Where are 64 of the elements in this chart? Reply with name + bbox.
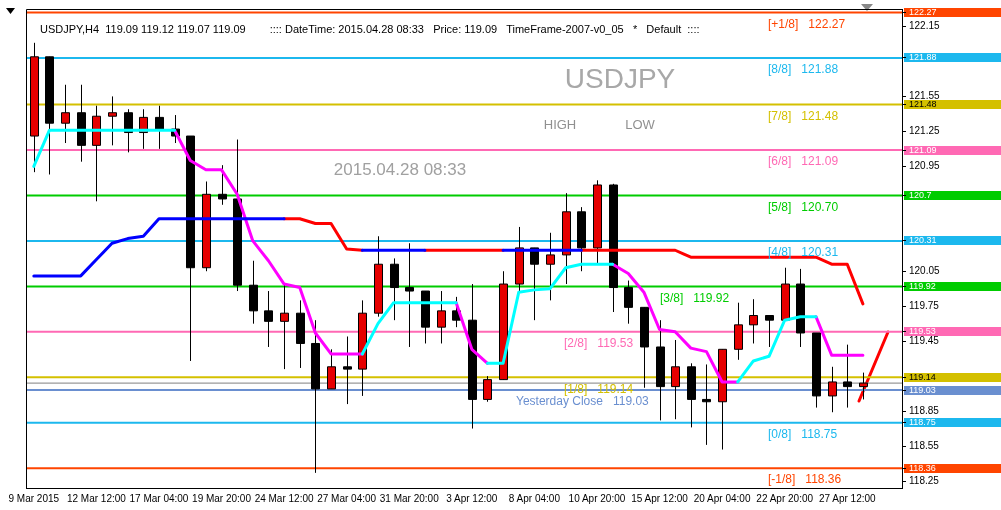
y-tick-label: 120.31 — [909, 235, 937, 246]
y-tick-label: 120.05 — [909, 264, 941, 276]
x-tick-label: 17 Mar 04:00 — [129, 492, 189, 504]
candlestick — [343, 335, 352, 405]
x-tick-label: 24 Mar 12:00 — [254, 492, 314, 504]
x-tick-label: 20 Apr 04:00 — [693, 492, 751, 504]
y-tick-label: 119.53 — [909, 326, 936, 337]
x-tick-label: 31 Mar 20:00 — [379, 492, 440, 504]
candlestick — [405, 242, 414, 348]
ref-line-label: [6/8] 121.09 — [768, 154, 839, 169]
y-tick-label: 121.25 — [909, 125, 941, 137]
annotation: USDJPY — [564, 62, 676, 94]
candlestick — [483, 375, 492, 403]
x-tick-label: 3 Apr 12:00 — [446, 492, 498, 504]
ref-line-label: [-1/8] 118.36 — [768, 472, 842, 487]
x-tick-label: 10 Apr 20:00 — [568, 492, 626, 504]
y-tick-label: 118.85 — [909, 404, 940, 416]
y-tick-label: 118.25 — [909, 474, 940, 486]
annotation: 2015.04.28 08:33 — [333, 159, 467, 179]
candlestick — [530, 247, 539, 321]
x-tick-label: 22 Apr 20:00 — [756, 492, 814, 504]
y-tick-label: 119.75 — [909, 299, 940, 311]
y-tick-label: 119.45 — [909, 334, 940, 346]
text: USDJPY,H4 119.09 119.12 119.07 119.09 — [40, 23, 246, 36]
y-tick-label: 122.27 — [909, 6, 937, 17]
x-tick-label: 19 Mar 20:00 — [192, 492, 252, 504]
y-tick-label: 121.48 — [909, 99, 937, 110]
candlestick — [765, 315, 774, 348]
candlestick — [437, 290, 446, 344]
candlestick — [546, 232, 555, 301]
ref-line-label: [3/8] 119.92 — [660, 290, 730, 305]
y-tick-label: 120.7 — [909, 189, 932, 200]
candlestick — [624, 280, 633, 325]
y-tick-label: 118.55 — [909, 439, 940, 451]
y-tick-label: 118.36 — [909, 462, 936, 473]
ref-line-label: [7/8] 121.48 — [768, 108, 839, 123]
x-tick-label: 15 Apr 12:00 — [631, 492, 689, 504]
x-tick-label: 27 Mar 04:00 — [317, 492, 377, 504]
text: :::: DateTime: 2015.04.28 08:33 Price: 119.09 TimeFrame-2007-v0_05 * Default :::: — [269, 23, 700, 36]
ref-line-label: [+1/8] 122.27 — [768, 16, 846, 31]
y-tick-label: 120.95 — [909, 160, 941, 172]
x-tick-label: 27 Apr 12:00 — [818, 492, 877, 504]
candlestick — [108, 95, 117, 146]
ref-line-label: Yesterday Close 119.03 — [516, 394, 650, 409]
y-tick-label: 121.88 — [909, 52, 937, 63]
ref-line-label: [0/8] 118.75 — [768, 427, 838, 442]
annotation: LOW — [625, 116, 656, 132]
ref-line-label: [5/8] 120.70 — [768, 199, 839, 214]
x-tick-label: 12 Mar 12:00 — [66, 492, 127, 504]
y-tick-label: 122.15 — [909, 20, 941, 32]
y-tick-label: 121.55 — [909, 90, 941, 102]
x-tick-label: 8 Apr 04:00 — [508, 492, 561, 504]
annotation: HIGH — [543, 116, 577, 132]
y-tick-label: 119.92 — [909, 280, 936, 291]
y-tick-label: 121.09 — [909, 144, 937, 155]
y-tick-label: 119.03 — [909, 384, 936, 395]
candlestick — [264, 290, 273, 348]
ref-line-label: [4/8] 120.31 — [768, 245, 839, 260]
ref-line-label: [2/8] 119.53 — [564, 336, 634, 351]
y-tick-label: 119.14 — [909, 371, 936, 382]
candlestick — [61, 84, 70, 144]
y-tick-label: 118.75 — [909, 417, 936, 428]
x-tick-label: 9 Mar 2015 — [8, 492, 60, 504]
ref-line-label: [8/8] 121.88 — [768, 62, 839, 77]
